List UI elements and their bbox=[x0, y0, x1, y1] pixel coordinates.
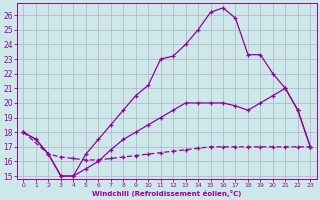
X-axis label: Windchill (Refroidissement éolien,°C): Windchill (Refroidissement éolien,°C) bbox=[92, 190, 242, 197]
